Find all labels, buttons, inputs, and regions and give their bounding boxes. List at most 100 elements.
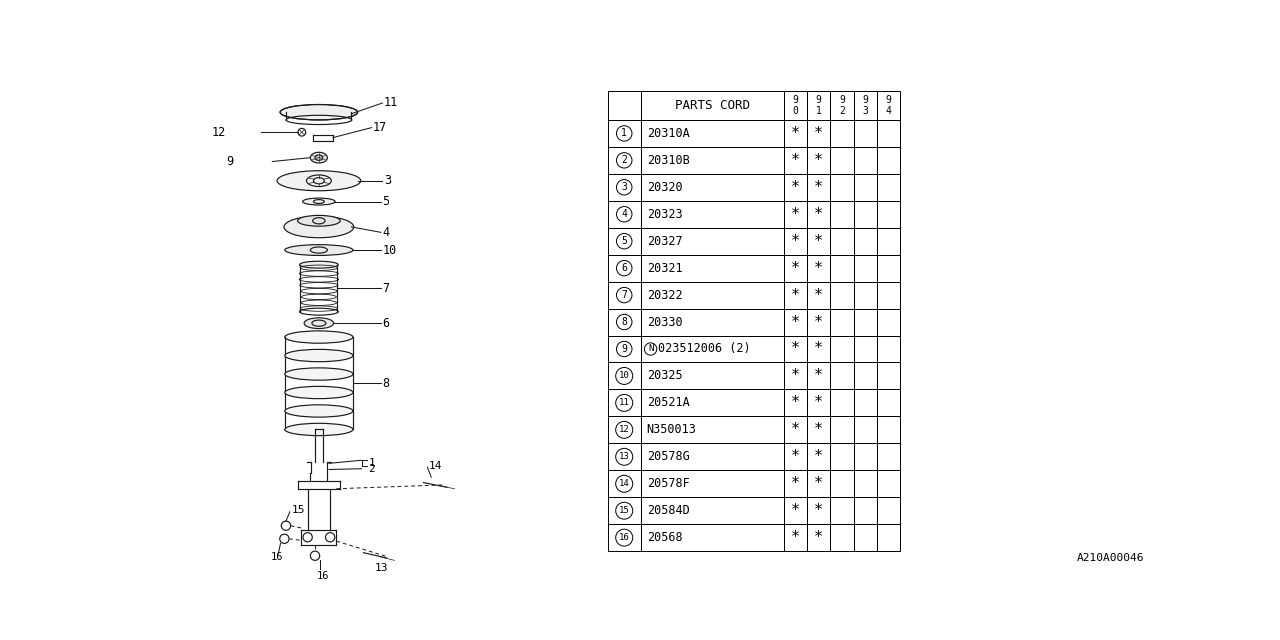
Text: 20578F: 20578F [646, 477, 690, 490]
Bar [608, 470, 640, 497]
Text: 5: 5 [621, 236, 627, 246]
Bar [877, 524, 900, 551]
Text: 20321: 20321 [646, 262, 682, 275]
Text: *: * [791, 207, 800, 221]
Bar [608, 444, 640, 470]
Bar [608, 362, 640, 389]
Text: 3: 3 [384, 174, 392, 188]
Text: 20310A: 20310A [646, 127, 690, 140]
Bar [831, 147, 854, 174]
Text: *: * [791, 476, 800, 492]
Bar [640, 147, 783, 174]
Bar [877, 201, 900, 228]
Bar [831, 470, 854, 497]
Text: 2: 2 [621, 156, 627, 165]
Bar [877, 174, 900, 201]
Ellipse shape [284, 405, 353, 417]
Bar [854, 255, 877, 282]
Bar [854, 524, 877, 551]
Bar [831, 120, 854, 147]
Text: 10: 10 [383, 244, 397, 257]
Text: 20568: 20568 [646, 531, 682, 544]
Text: 16: 16 [270, 552, 283, 563]
Bar [877, 91, 900, 120]
Bar [640, 497, 783, 524]
Text: 1: 1 [621, 129, 627, 138]
Bar [877, 255, 900, 282]
Bar [854, 335, 877, 362]
Text: 12: 12 [618, 426, 630, 435]
Bar [640, 201, 783, 228]
Text: PARTS CORD: PARTS CORD [675, 99, 750, 112]
Bar [608, 524, 640, 551]
Text: 2: 2 [369, 464, 375, 474]
Text: *: * [814, 342, 823, 356]
Bar [854, 389, 877, 417]
Bar [783, 524, 808, 551]
Bar [831, 417, 854, 444]
Bar [854, 444, 877, 470]
Bar [877, 389, 900, 417]
Bar [640, 444, 783, 470]
Bar [808, 417, 831, 444]
Bar [608, 417, 640, 444]
Text: A210A00046: A210A00046 [1076, 554, 1144, 563]
Text: *: * [791, 530, 800, 545]
Bar [608, 282, 640, 308]
Bar [608, 308, 640, 335]
Text: N350013: N350013 [646, 423, 696, 436]
Bar [831, 362, 854, 389]
Bar [783, 91, 808, 120]
Bar [854, 228, 877, 255]
Bar [854, 201, 877, 228]
Bar [854, 308, 877, 335]
Text: *: * [791, 503, 800, 518]
Bar [640, 255, 783, 282]
Text: *: * [814, 260, 823, 276]
Bar [608, 255, 640, 282]
Text: *: * [791, 314, 800, 330]
Text: 16: 16 [316, 571, 329, 580]
Bar [783, 308, 808, 335]
Ellipse shape [284, 216, 353, 237]
Text: 20330: 20330 [646, 316, 682, 328]
Bar [783, 174, 808, 201]
Text: *: * [814, 422, 823, 437]
Bar [783, 444, 808, 470]
Bar [640, 174, 783, 201]
Bar [808, 335, 831, 362]
Text: 7: 7 [621, 290, 627, 300]
Text: *: * [814, 234, 823, 249]
Bar [831, 524, 854, 551]
Bar [854, 174, 877, 201]
Text: 9
3: 9 3 [863, 95, 868, 116]
Bar [808, 524, 831, 551]
Bar [877, 417, 900, 444]
Text: *: * [814, 180, 823, 195]
Text: 20325: 20325 [646, 369, 682, 383]
Bar [877, 470, 900, 497]
Text: *: * [814, 153, 823, 168]
Text: *: * [814, 369, 823, 383]
Bar [877, 444, 900, 470]
Text: *: * [814, 449, 823, 464]
Bar [608, 497, 640, 524]
Bar [783, 362, 808, 389]
Bar [783, 417, 808, 444]
Text: *: * [791, 369, 800, 383]
Bar [877, 497, 900, 524]
Bar [808, 362, 831, 389]
Bar [640, 228, 783, 255]
Bar [640, 282, 783, 308]
Text: *: * [814, 314, 823, 330]
Text: 13: 13 [618, 452, 630, 461]
Bar [640, 524, 783, 551]
Bar [831, 255, 854, 282]
Ellipse shape [297, 216, 340, 226]
Bar [783, 147, 808, 174]
Ellipse shape [280, 104, 357, 120]
Bar [877, 228, 900, 255]
Bar [640, 120, 783, 147]
Text: *: * [791, 422, 800, 437]
Ellipse shape [284, 331, 353, 343]
